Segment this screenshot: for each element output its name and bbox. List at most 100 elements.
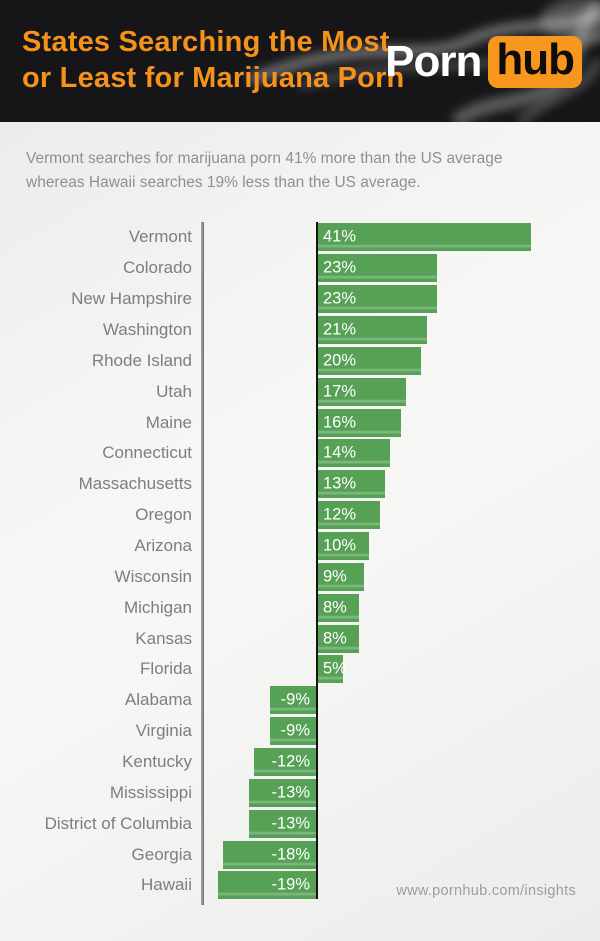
chart-row: Maine 16% (0, 407, 600, 438)
bar: -13% (249, 809, 317, 838)
subtitle-line1: Vermont searches for marijuana porn 41% … (26, 150, 503, 167)
subtitle-line2: whereas Hawaii searches 19% less than th… (26, 174, 421, 191)
bar: -9% (270, 717, 317, 746)
bar-value-label: 21% (323, 320, 357, 339)
bar: 5% (317, 655, 347, 684)
bar: 13% (317, 470, 385, 499)
chart-row: Hawaii -19% (0, 870, 600, 901)
chart-row: Wisconsin 9% (0, 561, 600, 592)
chart-row: New Hampshire 23% (0, 284, 600, 315)
bar-value-label: -18% (271, 845, 310, 864)
header-banner: States Searching the Most or Least for M… (0, 0, 600, 122)
state-label: Michigan (123, 597, 192, 617)
state-label: Wisconsin (114, 566, 192, 586)
bar-value-label: -12% (271, 752, 310, 771)
bar: 20% (317, 346, 421, 375)
chart-subtitle: Vermont searches for marijuana porn 41% … (26, 147, 502, 195)
state-label: Colorado (123, 258, 192, 278)
chart-row: Mississippi -13% (0, 777, 600, 808)
bar: 8% (317, 593, 359, 622)
state-label: Kansas (135, 628, 192, 648)
bar-chart: Vermont 41% Colorado 23% New Hampshire 23% Was… (0, 222, 600, 905)
chart-row: Oregon 12% (0, 500, 600, 531)
bar: -18% (223, 840, 317, 869)
chart-row: Kentucky -12% (0, 747, 600, 778)
state-label: Connecticut (102, 443, 192, 463)
state-label: Oregon (135, 505, 192, 525)
chart-row: Massachusetts 13% (0, 469, 600, 500)
title-line2: or Least for Marijuana Porn (22, 62, 405, 94)
bar: 9% (317, 562, 364, 591)
bar-value-label: -13% (271, 814, 310, 833)
bar: -13% (249, 778, 317, 807)
bar-value-label: 5% (323, 659, 347, 678)
bar-value-label: 8% (323, 629, 347, 648)
chart-row: Florida 5% (0, 654, 600, 685)
bar-value-label: 17% (323, 382, 357, 401)
state-label: Virginia (135, 721, 192, 741)
state-label: Vermont (128, 227, 192, 247)
bar-value-label: -9% (280, 690, 310, 709)
state-label: Florida (140, 659, 192, 679)
bar: 16% (317, 408, 401, 437)
bar-value-label: -13% (271, 783, 310, 802)
bar-value-label: 13% (323, 474, 357, 493)
bar-value-label: 20% (323, 351, 357, 370)
chart-row: Arizona 10% (0, 531, 600, 562)
zero-baseline (316, 222, 318, 899)
state-label: Maine (145, 412, 192, 432)
state-label: New Hampshire (71, 289, 192, 309)
chart-row: Alabama -9% (0, 685, 600, 716)
chart-row: Virginia -9% (0, 716, 600, 747)
state-label: Georgia (131, 844, 192, 864)
chart-row: Rhode Island 20% (0, 345, 600, 376)
chart-row: Georgia -18% (0, 839, 600, 870)
chart-row: District of Columbia -13% (0, 808, 600, 839)
title-line1: States Searching the Most (22, 26, 390, 58)
bar: 8% (317, 624, 359, 653)
page-title: States Searching the Most or Least for M… (22, 24, 404, 96)
bar: 23% (317, 285, 437, 314)
logo-text-hub: hub (488, 36, 582, 88)
bar: -19% (218, 871, 317, 900)
chart-row: Michigan 8% (0, 592, 600, 623)
y-axis-line (201, 222, 204, 905)
bar: -9% (270, 686, 317, 715)
bar-value-label: 9% (323, 567, 347, 586)
bar-value-label: 8% (323, 598, 347, 617)
bar: 41% (317, 223, 531, 252)
chart-row: Washington 21% (0, 315, 600, 346)
state-label: Alabama (124, 690, 192, 710)
footer-url: www.pornhub.com/insights (396, 883, 576, 899)
chart-row: Connecticut 14% (0, 438, 600, 469)
chart-row: Vermont 41% (0, 222, 600, 253)
bar: 12% (317, 501, 380, 530)
bar-value-label: 14% (323, 443, 357, 462)
bar: -12% (254, 748, 317, 776)
logo-text-porn: Porn (385, 37, 482, 86)
bar-value-label: 23% (323, 258, 357, 277)
chart-row: Colorado 23% (0, 253, 600, 284)
bar: 14% (317, 439, 390, 468)
state-label: Utah (156, 381, 192, 401)
bar-value-label: -9% (280, 721, 310, 740)
state-label: Arizona (134, 536, 192, 556)
bar: 10% (317, 531, 369, 560)
state-label: Rhode Island (91, 350, 192, 370)
state-label: Washington (102, 320, 192, 339)
pornhub-logo: Porn hub (385, 36, 582, 88)
bar: 17% (317, 377, 406, 406)
bar-value-label: 23% (323, 289, 357, 308)
state-label: Kentucky (122, 752, 192, 772)
chart-row: Utah 17% (0, 376, 600, 407)
bar-value-label: -19% (271, 875, 310, 894)
bar-value-label: 12% (323, 505, 357, 524)
state-label: Massachusetts (78, 474, 192, 494)
bar-value-label: 10% (323, 536, 357, 555)
state-label: District of Columbia (44, 813, 192, 833)
chart-row: Kansas 8% (0, 623, 600, 654)
state-label: Mississippi (109, 782, 192, 802)
state-label: Hawaii (140, 875, 192, 895)
bar: 23% (317, 254, 437, 283)
